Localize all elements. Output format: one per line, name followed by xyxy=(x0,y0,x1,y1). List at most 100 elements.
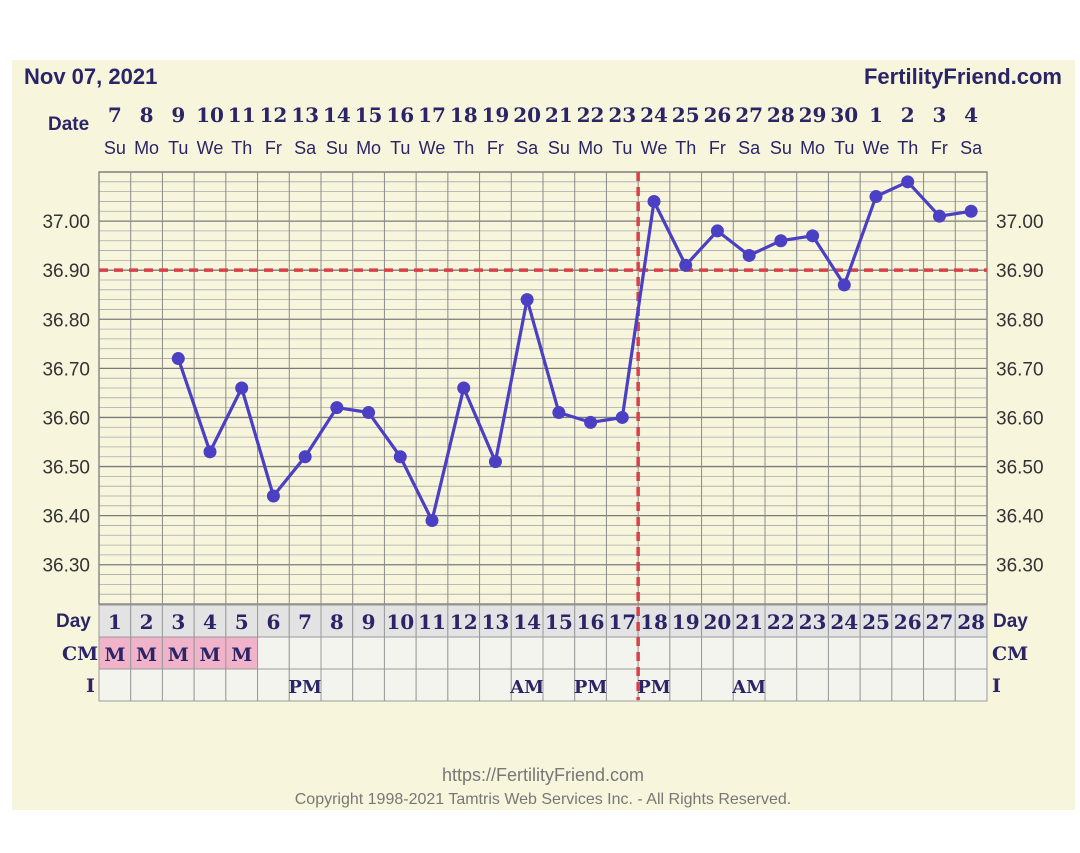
cm-value: M xyxy=(136,644,157,666)
weekday-label: Su xyxy=(326,138,348,158)
day-label-right: Day xyxy=(993,611,1028,632)
cm-value: M xyxy=(231,644,252,666)
cm-label-right: CM xyxy=(992,643,1028,665)
day-number: 21 xyxy=(735,610,763,634)
footer-url: https://FertilityFriend.com xyxy=(442,765,644,785)
day-number: 2 xyxy=(140,610,154,634)
i-cell xyxy=(891,668,925,702)
day-number: 19 xyxy=(672,610,700,634)
temperature-point xyxy=(837,278,851,292)
temperature-point xyxy=(235,381,249,395)
y-tick-label-right: 36.70 xyxy=(996,359,1044,380)
cm-cell xyxy=(637,636,671,670)
i-cell xyxy=(320,668,354,702)
i-cell xyxy=(161,668,195,702)
i-cell xyxy=(130,668,163,702)
day-number: 1 xyxy=(108,610,122,634)
day-number: 5 xyxy=(235,610,249,634)
date-tick-label: 30 xyxy=(830,103,858,127)
day-cell xyxy=(954,604,988,638)
weekday-label: Fr xyxy=(265,138,282,158)
day-number: 23 xyxy=(799,610,827,634)
cm-cell xyxy=(383,636,417,670)
weekday-label: Sa xyxy=(294,138,317,158)
day-number: 8 xyxy=(330,610,344,634)
i-label-left: I xyxy=(86,675,95,697)
cm-cell xyxy=(669,636,703,670)
day-cell xyxy=(859,604,893,638)
y-tick-label-right: 36.40 xyxy=(996,507,1044,528)
date-tick-label: 29 xyxy=(799,103,827,127)
i-cell xyxy=(859,668,893,702)
y-tick-label-left: 36.70 xyxy=(42,359,90,380)
i-cell xyxy=(447,668,481,702)
temperature-point xyxy=(932,209,946,223)
i-cell xyxy=(98,668,132,702)
intercourse-value: PM xyxy=(637,677,671,698)
day-cell xyxy=(447,604,481,638)
intercourse-value: AM xyxy=(509,677,544,698)
brand-label: FertilityFriend.com xyxy=(864,64,1062,89)
cm-label-left: CM xyxy=(62,643,98,665)
day-cell xyxy=(415,604,449,638)
weekday-label: Fr xyxy=(487,138,504,158)
date-tick-label: 10 xyxy=(196,103,224,127)
day-number: 10 xyxy=(386,610,414,634)
i-cell xyxy=(415,668,449,702)
temperature-point xyxy=(869,190,883,204)
temperature-grid xyxy=(98,171,988,605)
weekday-label: Su xyxy=(104,138,126,158)
i-cell xyxy=(827,668,861,702)
cm-cell xyxy=(257,636,290,670)
y-tick-label-left: 36.60 xyxy=(42,408,90,429)
day-number: 12 xyxy=(450,610,478,634)
chart-title: Nov 07, 2021 xyxy=(24,64,157,89)
weekday-label: Sa xyxy=(738,138,761,158)
temperature-point xyxy=(742,248,756,262)
cm-cell xyxy=(352,636,385,670)
weekday-label: Su xyxy=(548,138,570,158)
day-number: 4 xyxy=(203,610,217,634)
cm-cell xyxy=(701,636,734,670)
i-cell xyxy=(605,668,639,702)
date-tick-label: 1 xyxy=(869,103,883,127)
cm-value: M xyxy=(168,644,189,666)
footer-copyright: Copyright 1998-2021 Tamtris Web Services… xyxy=(295,791,792,808)
day-number: 16 xyxy=(577,610,605,634)
i-cell xyxy=(193,668,227,702)
cm-cell xyxy=(161,636,195,670)
y-tick-label-left: 36.50 xyxy=(42,458,90,479)
cm-cell xyxy=(605,636,639,670)
i-cell xyxy=(225,668,259,702)
cm-cell xyxy=(98,636,132,670)
temperature-point xyxy=(552,406,566,420)
day-number: 17 xyxy=(608,610,636,634)
temperature-point xyxy=(457,381,471,395)
day-cell xyxy=(701,604,734,638)
weekday-label: We xyxy=(197,138,224,158)
day-number: 14 xyxy=(513,610,541,634)
cm-cell xyxy=(764,636,798,670)
y-tick-label-left: 36.30 xyxy=(42,556,90,577)
date-tick-label: 20 xyxy=(513,103,541,127)
y-tick-label-left: 36.40 xyxy=(42,507,90,528)
day-cell xyxy=(383,604,417,638)
date-tick-label: 18 xyxy=(450,103,478,127)
date-tick-label: 25 xyxy=(672,103,700,127)
weekday-label: Tu xyxy=(168,138,188,158)
cm-cell xyxy=(891,636,925,670)
temperature-point xyxy=(774,234,788,248)
plot-border xyxy=(98,171,988,605)
date-tick-label: 28 xyxy=(767,103,795,127)
weekday-label: Th xyxy=(897,138,918,158)
y-tick-label-right: 36.30 xyxy=(996,556,1044,577)
weekday-label: Mo xyxy=(578,138,603,158)
day-number: 25 xyxy=(862,610,890,634)
temperature-point xyxy=(393,450,407,464)
temperature-point xyxy=(425,514,439,528)
cm-cell xyxy=(574,636,607,670)
weekday-label: Fr xyxy=(709,138,726,158)
cm-cell xyxy=(796,636,829,670)
day-cell xyxy=(732,604,766,638)
i-cell xyxy=(542,668,576,702)
